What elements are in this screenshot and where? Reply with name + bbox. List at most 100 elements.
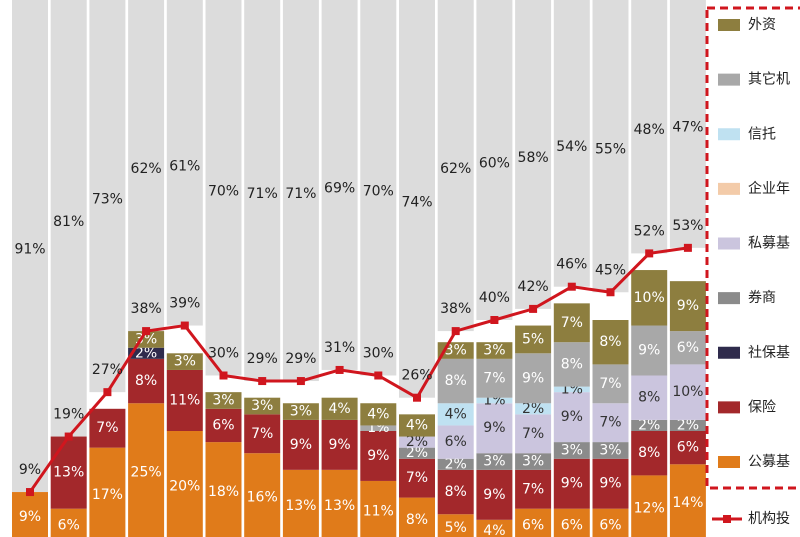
bar-segment: [592, 403, 629, 443]
remainder-label: 81%: [53, 214, 84, 230]
bar-segment: [669, 281, 706, 332]
legend-label: 机构投: [748, 511, 790, 527]
bar-segment: [553, 392, 590, 443]
bar-segment: [50, 508, 87, 537]
segment-label: 9%: [561, 409, 583, 425]
segment-label: 4%: [367, 406, 389, 422]
segment-label: 9%: [561, 476, 583, 492]
remainder-bar: [360, 0, 397, 376]
remainder-label: 69%: [324, 180, 355, 196]
segment-label: 17%: [92, 487, 123, 503]
bar-segment: [360, 425, 397, 431]
bar-segment: [399, 497, 435, 537]
bar-segment: [128, 358, 165, 404]
bar-segment: [282, 403, 319, 420]
bar-segment: [321, 469, 358, 537]
segment-label: 3%: [445, 343, 467, 359]
line-label: 42%: [518, 279, 549, 295]
remainder-bar: [631, 0, 668, 254]
bar-segment: [515, 453, 552, 470]
segment-label: 2%: [445, 456, 467, 472]
remainder-label: 58%: [518, 150, 549, 166]
bar-segment: [360, 431, 397, 481]
line-marker: [413, 393, 421, 402]
segment-label: 8%: [599, 334, 621, 350]
bar-segment: [282, 469, 319, 537]
segment-label: 6%: [522, 517, 544, 533]
line-marker: [451, 327, 460, 336]
legend-swatch: [718, 456, 740, 468]
line-label: 46%: [556, 257, 587, 273]
bar-segment: [631, 325, 668, 376]
segment-label: 4%: [406, 417, 428, 433]
segment-label: 9%: [290, 437, 312, 453]
segment-label: 14%: [672, 495, 703, 511]
line-marker: [180, 321, 189, 330]
segment-label: 9%: [19, 509, 41, 525]
bar-segment: [553, 303, 590, 343]
bar-segment: [166, 353, 203, 370]
segment-label: 6%: [599, 517, 621, 533]
segment-label: 3%: [290, 404, 312, 420]
bar-segment: [592, 508, 629, 537]
segment-label: 8%: [561, 356, 583, 372]
legend-line-marker: [723, 515, 731, 523]
line-label: 38%: [440, 301, 471, 317]
segment-label: 9%: [522, 370, 544, 386]
segment-label: 6%: [561, 517, 583, 533]
segment-label: 6%: [677, 440, 699, 456]
line-marker: [606, 288, 615, 297]
segment-label: 16%: [247, 490, 278, 506]
bar-segment: [631, 375, 668, 420]
bar-segment: [669, 431, 706, 465]
segment-label: 12%: [634, 501, 665, 517]
legend-label: 信托: [748, 126, 776, 142]
line-label: 27%: [92, 362, 123, 378]
segment-label: 2%: [522, 401, 544, 417]
segment-label: 18%: [208, 484, 239, 500]
bar-segment: [282, 419, 319, 470]
bar-segment: [515, 403, 552, 415]
bar-segment: [360, 480, 397, 537]
bar-segment: [669, 364, 706, 420]
segment-label: 9%: [483, 487, 505, 503]
legend-swatch: [718, 128, 740, 141]
legend-label: 公募基: [748, 453, 790, 470]
bar-segment: [50, 436, 87, 509]
segment-label: 11%: [363, 503, 394, 519]
legend-swatch: [718, 73, 740, 86]
bar-segment: [553, 508, 590, 537]
bar-segment: [631, 475, 668, 537]
bar-segment: [669, 331, 706, 365]
segment-label: 3%: [174, 354, 196, 370]
line-marker: [529, 304, 538, 313]
remainder-label: 60%: [479, 156, 510, 172]
line-label: 26%: [401, 368, 432, 384]
remainder-bar: [166, 0, 203, 326]
remainder-bar: [669, 0, 706, 248]
remainder-bar: [12, 0, 48, 493]
segment-label: 4%: [328, 401, 350, 417]
line-label: 29%: [247, 351, 278, 367]
segment-label: 3%: [212, 392, 234, 408]
line-label: 45%: [595, 262, 626, 278]
segment-label: 6%: [58, 517, 80, 533]
line-marker: [296, 377, 305, 386]
line-label: 29%: [285, 351, 316, 367]
segment-label: 3%: [251, 398, 273, 414]
segment-label: 3%: [483, 343, 505, 359]
remainder-bar: [205, 0, 242, 376]
line-marker: [335, 365, 344, 374]
bar-segment: [476, 342, 513, 359]
remainder-bar: [50, 0, 87, 437]
bar-segment: [399, 436, 435, 448]
bar-segment: [244, 397, 281, 415]
bar-segment: [553, 458, 590, 509]
bar-segment: [669, 464, 706, 537]
legend-label: 企业年: [748, 180, 790, 197]
bar-segment: [437, 425, 474, 459]
bar-segment: [166, 369, 203, 431]
remainder-bar: [553, 0, 590, 287]
bar-segment: [592, 364, 629, 404]
